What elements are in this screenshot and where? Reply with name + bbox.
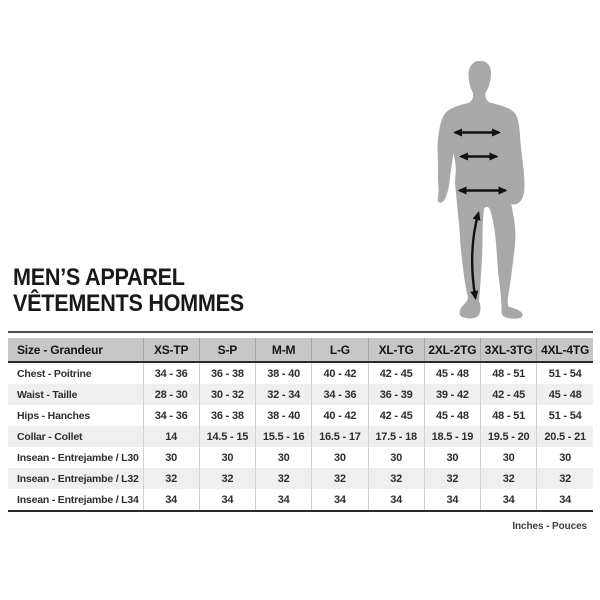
value-cell: 42 - 45 — [367, 405, 425, 426]
value-cell: 32 — [479, 468, 537, 489]
value-cell: 30 - 32 — [198, 384, 256, 405]
header-cell: S-P — [198, 338, 256, 363]
value-cell: 34 — [367, 489, 425, 511]
value-cell: 16.5 - 17 — [311, 426, 368, 447]
page-title-en: MEN’S APPAREL — [13, 264, 185, 291]
value-cell: 30 — [311, 447, 368, 468]
value-cell: 18.5 - 19 — [423, 426, 481, 447]
table-row: Insean - Entrejambe / L30 30 30 30 30 30 30 30 3… — [8, 447, 593, 468]
value-cell: 34 - 36 — [142, 405, 200, 426]
value-cell: 30 — [198, 447, 256, 468]
value-cell: 45 - 48 — [423, 405, 481, 426]
value-cell: 34 — [423, 489, 481, 511]
value-cell: 30 — [367, 447, 425, 468]
value-cell: 14 — [142, 426, 200, 447]
inseam-arrow — [470, 211, 481, 300]
value-cell: 40 - 42 — [311, 405, 368, 426]
value-cell: 34 - 36 — [311, 384, 368, 405]
value-cell: 42 - 45 — [479, 384, 537, 405]
value-cell: 28 - 30 — [142, 384, 200, 405]
value-cell: 15.5 - 16 — [254, 426, 312, 447]
header-cell: 2XL-2TG — [423, 338, 481, 363]
value-cell: 48 - 51 — [479, 405, 537, 426]
table-row: Insean - Entrejambe / L34 34 34 34 34 34 34 34 3… — [8, 489, 593, 511]
table-row: Waist - Taille 28 - 30 30 - 32 32 - 34 34 - … — [8, 384, 593, 405]
value-cell: 30 — [536, 447, 593, 468]
header-cell: 3XL-3TG — [479, 338, 537, 363]
row-label: Insean - Entrejambe / L34 — [17, 493, 139, 506]
value-cell: 17.5 - 18 — [367, 426, 425, 447]
value-cell: 32 — [311, 468, 368, 489]
header-cell: 4XL-4TG — [536, 338, 593, 363]
value-cell: 36 - 38 — [198, 362, 256, 384]
value-cell: 32 — [536, 468, 593, 489]
value-cell: 30 — [479, 447, 537, 468]
value-cell: 34 — [479, 489, 537, 511]
units-footnote: Inches - Pouces — [512, 521, 587, 532]
value-cell: 34 - 36 — [142, 362, 200, 384]
value-cell: 36 - 38 — [198, 405, 256, 426]
value-cell: 34 — [311, 489, 368, 511]
value-cell: 19.5 - 20 — [479, 426, 537, 447]
value-cell: 34 — [254, 489, 312, 511]
header-cell: XL-TG — [367, 338, 425, 363]
row-label: Collar - Collet — [17, 430, 83, 443]
value-cell: 45 - 48 — [536, 384, 593, 405]
value-cell: 30 — [254, 447, 312, 468]
row-label: Chest - Poitrine — [17, 367, 92, 380]
page-title: MEN’S APPAREL VÊTEMENTS HOMMES — [13, 265, 244, 317]
value-cell: 32 — [142, 468, 200, 489]
value-cell: 51 - 54 — [536, 405, 593, 426]
row-label: Insean - Entrejambe / L30 — [17, 451, 139, 464]
header-cell-size: Size - Grandeur — [8, 338, 143, 363]
value-cell: 30 — [142, 447, 200, 468]
header-cell: L-G — [311, 338, 368, 363]
value-cell: 32 - 34 — [254, 384, 312, 405]
value-cell: 34 — [142, 489, 200, 511]
value-cell: 38 - 40 — [254, 362, 312, 384]
value-cell: 14.5 - 15 — [198, 426, 256, 447]
value-cell: 36 - 39 — [367, 384, 425, 405]
page-title-fr: VÊTEMENTS HOMMES — [13, 290, 244, 317]
row-label: Waist - Taille — [17, 388, 78, 401]
top-divider — [8, 331, 593, 333]
value-cell: 48 - 51 — [479, 362, 537, 384]
value-cell: 32 — [254, 468, 312, 489]
value-cell: 30 — [423, 447, 481, 468]
value-cell: 34 — [198, 489, 256, 511]
table-row: Collar - Collet 14 14.5 - 15 15.5 - 16 16.5 … — [8, 426, 593, 447]
value-cell: 32 — [367, 468, 425, 489]
value-cell: 40 - 42 — [311, 362, 368, 384]
row-label: Hips - Hanches — [17, 409, 91, 422]
value-cell: 45 - 48 — [423, 362, 481, 384]
size-figure — [400, 40, 600, 340]
size-table-body: Chest - Poitrine 34 - 36 36 - 38 38 - 40 40 … — [8, 362, 593, 511]
row-label: Insean - Entrejambe / L32 — [17, 472, 139, 485]
table-row: Hips - Hanches 34 - 36 36 - 38 38 - 40 40 - … — [8, 405, 593, 426]
value-cell: 20.5 - 21 — [536, 426, 593, 447]
table-row: Insean - Entrejambe / L32 32 32 32 32 32 32 32 3… — [8, 468, 593, 489]
value-cell: 51 - 54 — [536, 362, 593, 384]
size-table: Size - Grandeur XS-TP S-P M-M L-G XL-TG 2XL-2T… — [8, 338, 593, 512]
value-cell: 32 — [423, 468, 481, 489]
value-cell: 32 — [198, 468, 256, 489]
size-table-head-row: Size - Grandeur XS-TP S-P M-M L-G XL-TG 2XL-2T… — [8, 338, 593, 363]
value-cell: 38 - 40 — [254, 405, 312, 426]
value-cell: 34 — [536, 489, 593, 511]
value-cell: 42 - 45 — [367, 362, 425, 384]
table-row: Chest - Poitrine 34 - 36 36 - 38 38 - 40 40 … — [8, 362, 593, 384]
male-silhouette-graphic — [437, 60, 525, 319]
header-cell: M-M — [254, 338, 312, 363]
header-cell: XS-TP — [142, 338, 200, 363]
value-cell: 39 - 42 — [423, 384, 481, 405]
